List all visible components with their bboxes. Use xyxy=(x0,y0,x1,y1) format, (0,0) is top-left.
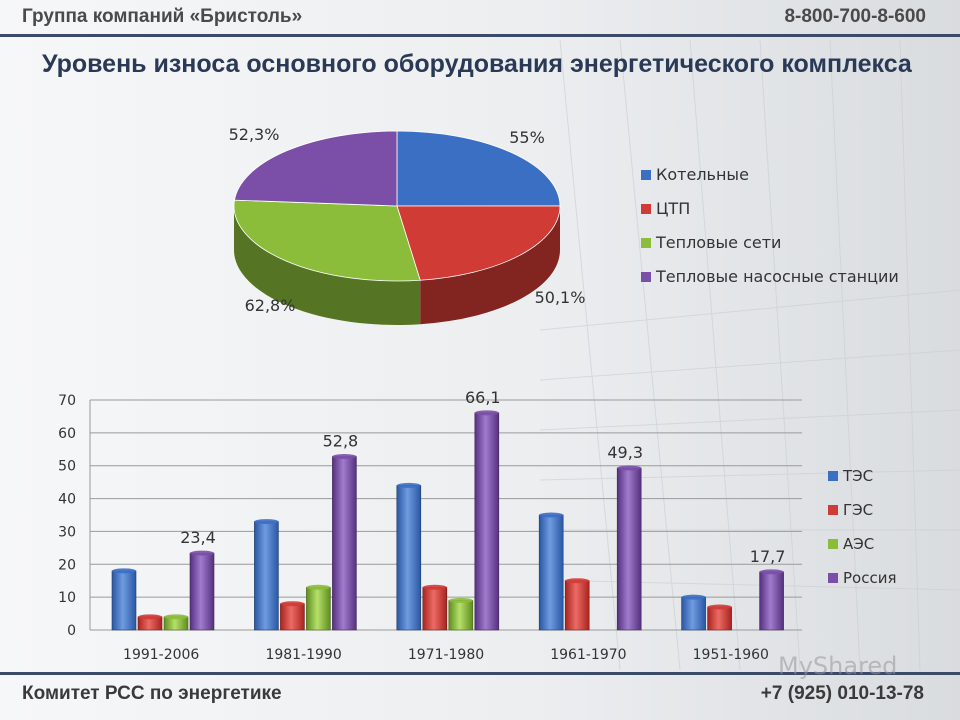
footer-divider xyxy=(0,672,960,675)
bar-data-label: 17,7 xyxy=(750,547,786,566)
bar-legend-swatch xyxy=(828,471,838,481)
bar xyxy=(422,586,448,631)
bar-legend-label: Россия xyxy=(843,569,897,587)
bar-legend-swatch xyxy=(828,539,838,549)
pie-legend-swatch xyxy=(641,170,651,180)
pie-slice xyxy=(396,130,561,207)
bar xyxy=(616,467,642,631)
y-tick-label: 30 xyxy=(58,524,76,540)
bar-legend-label: ТЭС xyxy=(842,467,873,485)
y-tick-label: 0 xyxy=(67,623,76,639)
bar-top xyxy=(759,569,784,575)
bar-data-label: 49,3 xyxy=(607,443,643,462)
bar xyxy=(448,600,474,631)
bar xyxy=(759,571,784,631)
bar xyxy=(189,552,215,631)
bar-top xyxy=(539,512,564,518)
pie-slice-side xyxy=(420,206,560,325)
y-tick-label: 10 xyxy=(58,590,76,606)
bar xyxy=(564,580,590,631)
bar-top xyxy=(280,601,305,607)
header-divider xyxy=(0,34,960,37)
pie-value-label: 52,3% xyxy=(229,125,280,144)
pie-slice xyxy=(396,205,561,281)
x-tick-label: 1951-1960 xyxy=(693,647,769,663)
pie-slice xyxy=(233,199,421,282)
pie-legend-label: Тепловые сети xyxy=(655,233,781,252)
x-tick-label: 1991-2006 xyxy=(123,647,199,663)
bar xyxy=(707,606,732,631)
bar-chart: 0 10 20 30 40 50 60 70 23,4 1991-2006 52,8 1981-199… xyxy=(58,388,802,663)
bar-legend-swatch xyxy=(828,505,838,515)
x-tick-label: 1981-1990 xyxy=(265,647,341,663)
bar xyxy=(111,570,137,631)
pie-legend-label: Котельные xyxy=(656,165,749,184)
y-tick-label: 20 xyxy=(58,557,76,573)
bar-top xyxy=(396,482,421,488)
pie-legend-swatch xyxy=(641,272,651,282)
pie-legend-label: Тепловые насосные станции xyxy=(655,267,899,286)
bar-legend: ТЭС ГЭС АЭС Россия xyxy=(828,467,897,587)
bar-top xyxy=(448,597,473,603)
bar-top xyxy=(681,594,706,600)
bar-top xyxy=(138,614,162,620)
bar xyxy=(681,596,706,631)
footer-phone: +7 (925) 010-13-78 xyxy=(760,683,924,704)
pie-chart: 55% 50,1% 62,8% 52,3% xyxy=(229,125,586,326)
y-tick-label: 50 xyxy=(58,459,76,475)
x-tick-label: 1971-1980 xyxy=(408,647,484,663)
bar-top xyxy=(565,578,590,584)
bar xyxy=(254,521,279,631)
y-tick-label: 40 xyxy=(58,492,76,508)
bar-top xyxy=(474,410,499,416)
pie-legend-swatch xyxy=(641,204,651,214)
bar-top xyxy=(332,454,357,460)
bar xyxy=(474,412,500,631)
bar-top xyxy=(422,584,447,590)
y-tick-label: 60 xyxy=(58,426,76,442)
bar-top xyxy=(617,465,642,471)
pie-legend: Котельные ЦТП Тепловые сети Тепловые насосн… xyxy=(641,165,899,286)
bar-legend-label: ГЭС xyxy=(843,501,873,519)
bar xyxy=(538,514,564,631)
bar-top xyxy=(112,568,136,574)
bar xyxy=(306,586,331,631)
y-tick-label: 70 xyxy=(58,393,76,409)
bar-top xyxy=(254,519,279,525)
bar-top xyxy=(164,614,188,620)
bar xyxy=(280,603,305,631)
header-phone: 8-800-700-8-600 xyxy=(784,6,926,27)
bar-top xyxy=(190,550,214,556)
x-tick-label: 1961-1970 xyxy=(550,647,626,663)
bar xyxy=(332,456,357,631)
company-name: Группа компаний «Бристоль» xyxy=(22,6,303,27)
watermark-text: MyShared xyxy=(778,652,898,680)
footer-committee: Комитет РСС по энергетике xyxy=(22,683,282,704)
pie-legend-label: ЦТП xyxy=(656,199,690,218)
pie-value-label: 62,8% xyxy=(245,296,296,315)
page-title: Уровень износа основного оборудования эн… xyxy=(42,50,912,78)
pie-value-label: 50,1% xyxy=(535,288,586,307)
bar-legend-swatch xyxy=(828,573,838,583)
bar-data-label: 66,1 xyxy=(465,388,501,407)
bar xyxy=(396,485,422,631)
pie-slice xyxy=(234,130,398,207)
bar-top xyxy=(306,584,331,590)
bar-top xyxy=(707,604,732,610)
bar-data-label: 23,4 xyxy=(180,528,216,547)
bar-legend-label: АЭС xyxy=(843,535,874,553)
bar-data-label: 52,8 xyxy=(323,432,359,451)
pie-value-label: 55% xyxy=(509,128,545,147)
pie-slice-side xyxy=(234,206,421,326)
pie-legend-swatch xyxy=(641,238,651,248)
